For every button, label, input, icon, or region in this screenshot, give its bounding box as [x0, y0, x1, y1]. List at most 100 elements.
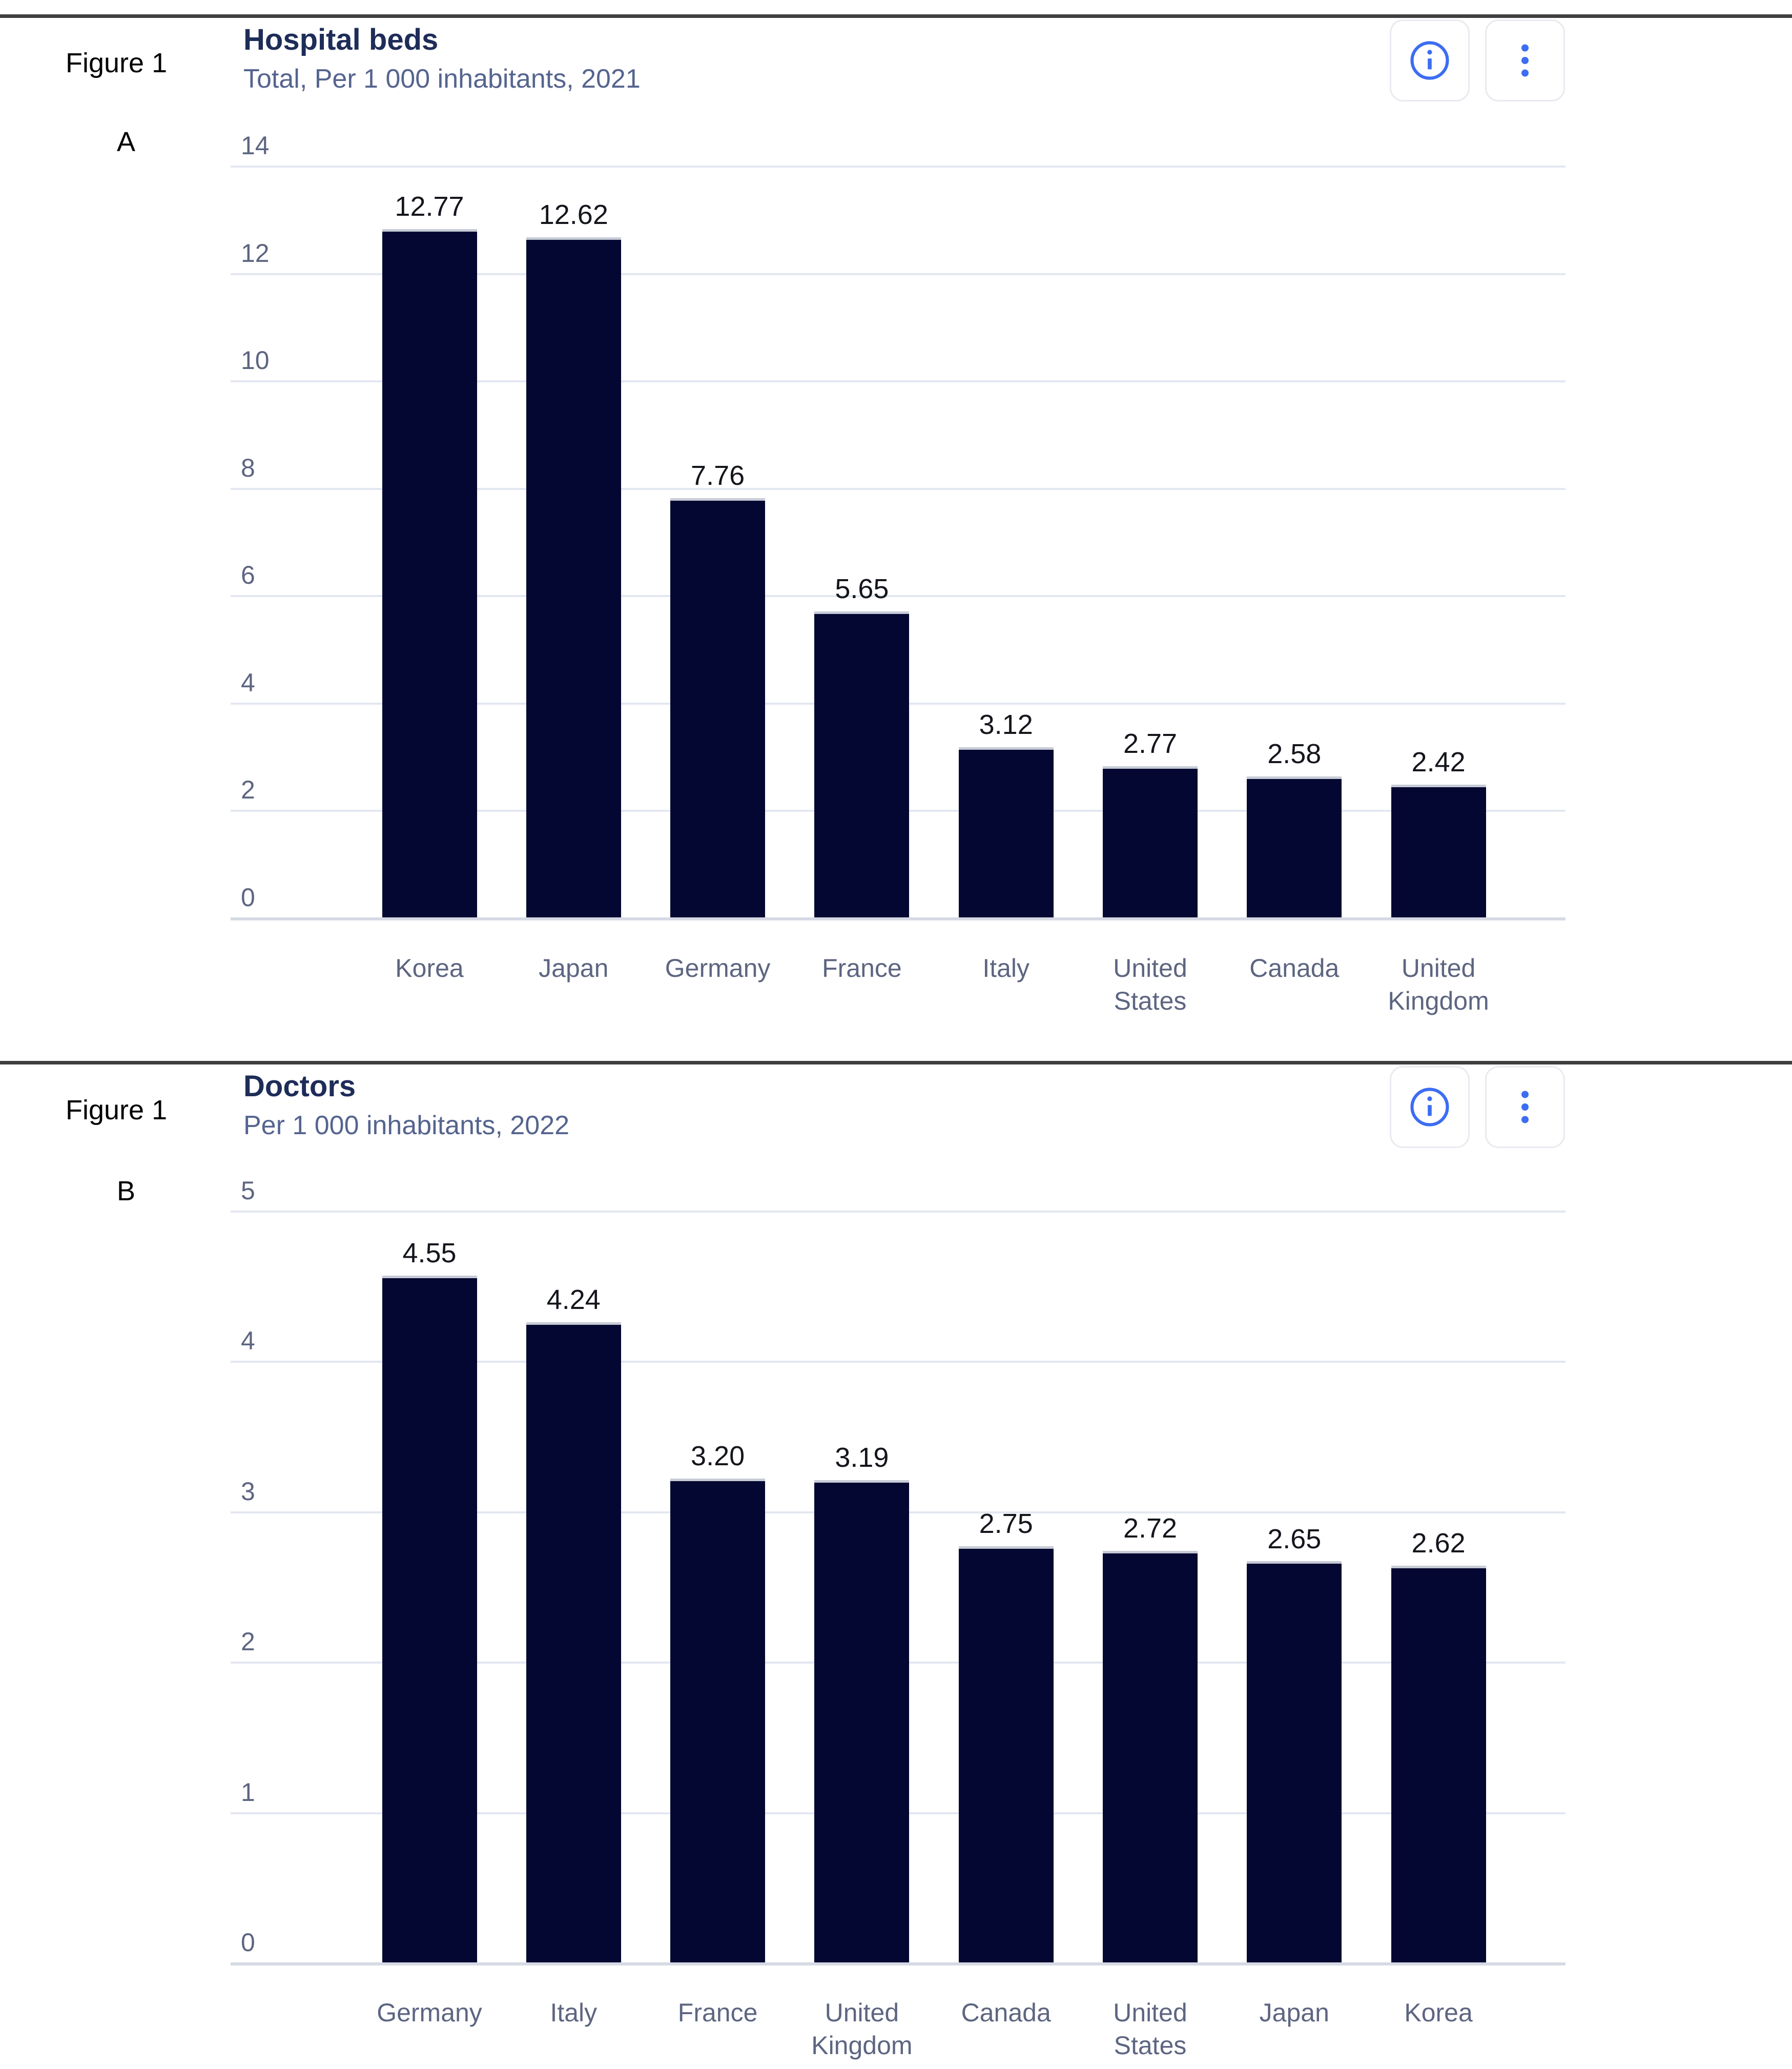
info-button[interactable] [1390, 19, 1470, 101]
x-axis-label: Germany [377, 1998, 482, 2027]
menu-button[interactable] [1485, 19, 1565, 101]
bar-top-highlight [814, 1480, 910, 1483]
bar-value-label: 2.62 [1411, 1528, 1466, 1559]
bar-chart-doctors: 0 1 2 3 4 5 4.55 Germany 4.24 Italy 3.20 France 3.19… [231, 1164, 1566, 2060]
x-axis-label: United States [1113, 1998, 1187, 2060]
x-axis-label: Korea [1404, 1998, 1473, 2027]
y-tick-label: 14 [241, 131, 270, 160]
bar-value-label: 3.19 [835, 1442, 889, 1473]
gridline [231, 487, 1566, 490]
bar-top-highlight [1103, 766, 1198, 769]
x-axis-label: United Kingdom [1388, 954, 1489, 1015]
bar-top-highlight [814, 611, 910, 614]
bar-value-label: 2.42 [1411, 747, 1466, 778]
bar-top-highlight [670, 1479, 766, 1482]
bar-value-label: 12.62 [539, 199, 608, 230]
bar-top-highlight [526, 237, 621, 240]
gridline [231, 1361, 1566, 1363]
bar-top-highlight [1391, 1566, 1486, 1569]
y-tick-label: 10 [241, 346, 270, 375]
gridline [231, 595, 1566, 598]
bar-top-highlight [958, 747, 1054, 750]
bar-value-label: 2.58 [1267, 738, 1322, 769]
bar-top-highlight [1391, 785, 1486, 788]
chart-subtitle: Total, Per 1 000 inhabitants, 2021 [243, 64, 641, 94]
kebab-menu-icon [1503, 39, 1547, 82]
bar-top-highlight [958, 1546, 1054, 1549]
info-circle-icon [1406, 37, 1453, 84]
chart-title: Doctors [243, 1070, 356, 1103]
bar-top-highlight [1247, 1561, 1342, 1564]
bar[interactable] [1103, 1550, 1198, 1962]
bar-value-label: 4.55 [402, 1238, 457, 1269]
bar-value-label: 12.77 [395, 191, 464, 222]
chart-subtitle: Per 1 000 inhabitants, 2022 [243, 1111, 570, 1140]
bar-top-highlight [526, 1322, 621, 1325]
x-axis-label: United States [1113, 954, 1187, 1015]
figure-label: Figure 1 [66, 1095, 168, 1125]
kebab-menu-icon [1503, 1085, 1547, 1129]
x-axis-label: Germany [665, 954, 771, 982]
y-tick-label: 8 [241, 453, 255, 482]
bar[interactable] [670, 498, 766, 917]
gridline [231, 1211, 1566, 1213]
y-tick-label: 1 [241, 1777, 255, 1807]
y-tick-label: 3 [241, 1477, 255, 1506]
section-divider [0, 1061, 1792, 1064]
y-tick-label: 4 [241, 668, 255, 697]
bar[interactable] [382, 229, 477, 917]
figure-label: Figure 1 [66, 48, 168, 78]
bar[interactable] [382, 1276, 477, 1962]
bar[interactable] [814, 611, 910, 917]
bar-top-highlight [382, 1276, 477, 1279]
bar-top-highlight [1103, 1550, 1198, 1553]
bar[interactable] [958, 747, 1054, 917]
x-axis-label: France [677, 1998, 758, 2027]
x-axis-label: Korea [395, 954, 464, 982]
bar[interactable] [958, 1546, 1054, 1962]
bar[interactable] [1103, 766, 1198, 917]
bar[interactable] [1391, 1566, 1486, 1962]
bar[interactable] [670, 1479, 766, 1962]
gridline [231, 273, 1566, 275]
bar-value-label: 7.76 [691, 460, 745, 491]
bar-value-label: 4.24 [546, 1284, 601, 1315]
info-button[interactable] [1390, 1066, 1470, 1148]
bar-value-label: 3.12 [979, 709, 1033, 741]
y-tick-label: 5 [241, 1176, 255, 1205]
bar[interactable] [1247, 1561, 1342, 1962]
bar-value-label: 3.20 [691, 1441, 745, 1472]
x-axis-label: Canada [961, 1998, 1051, 2027]
bar-value-label: 2.75 [979, 1508, 1033, 1540]
x-axis-label: Italy [550, 1998, 598, 2027]
info-circle-icon [1406, 1083, 1453, 1131]
x-axis-label: Japan [539, 954, 609, 982]
x-axis-label: Italy [982, 954, 1030, 982]
y-tick-label: 12 [241, 238, 270, 268]
bar[interactable] [526, 1322, 621, 1962]
chart-title: Hospital beds [243, 23, 439, 56]
bar[interactable] [1247, 776, 1342, 917]
chart-toolbar [1390, 1066, 1567, 1148]
bar[interactable] [526, 237, 621, 917]
bar-top-highlight [382, 229, 477, 232]
gridline [231, 380, 1566, 383]
bar-value-label: 2.65 [1267, 1523, 1322, 1554]
bar-value-label: 2.77 [1123, 728, 1178, 759]
y-tick-label: 0 [241, 883, 255, 912]
y-tick-label: 2 [241, 1627, 255, 1656]
gridline [231, 166, 1566, 168]
bar-top-highlight [1247, 776, 1342, 779]
x-axis-label: France [822, 954, 902, 982]
y-tick-label: 6 [241, 561, 255, 590]
x-axis-label: Japan [1259, 1998, 1329, 2027]
bar[interactable] [1391, 785, 1486, 917]
bar[interactable] [814, 1480, 910, 1962]
bar-value-label: 2.72 [1123, 1512, 1178, 1544]
bar-chart-hospital-beds: 0 2 4 6 8 10 12 14 12.77 Korea 12.62 Japan 7.76 Germa… [231, 119, 1566, 1015]
menu-button[interactable] [1485, 1066, 1565, 1148]
y-tick-label: 2 [241, 775, 255, 805]
gridline [231, 1962, 1566, 1965]
y-tick-label: 0 [241, 1928, 255, 1957]
panel-letter: B [117, 1176, 136, 1206]
